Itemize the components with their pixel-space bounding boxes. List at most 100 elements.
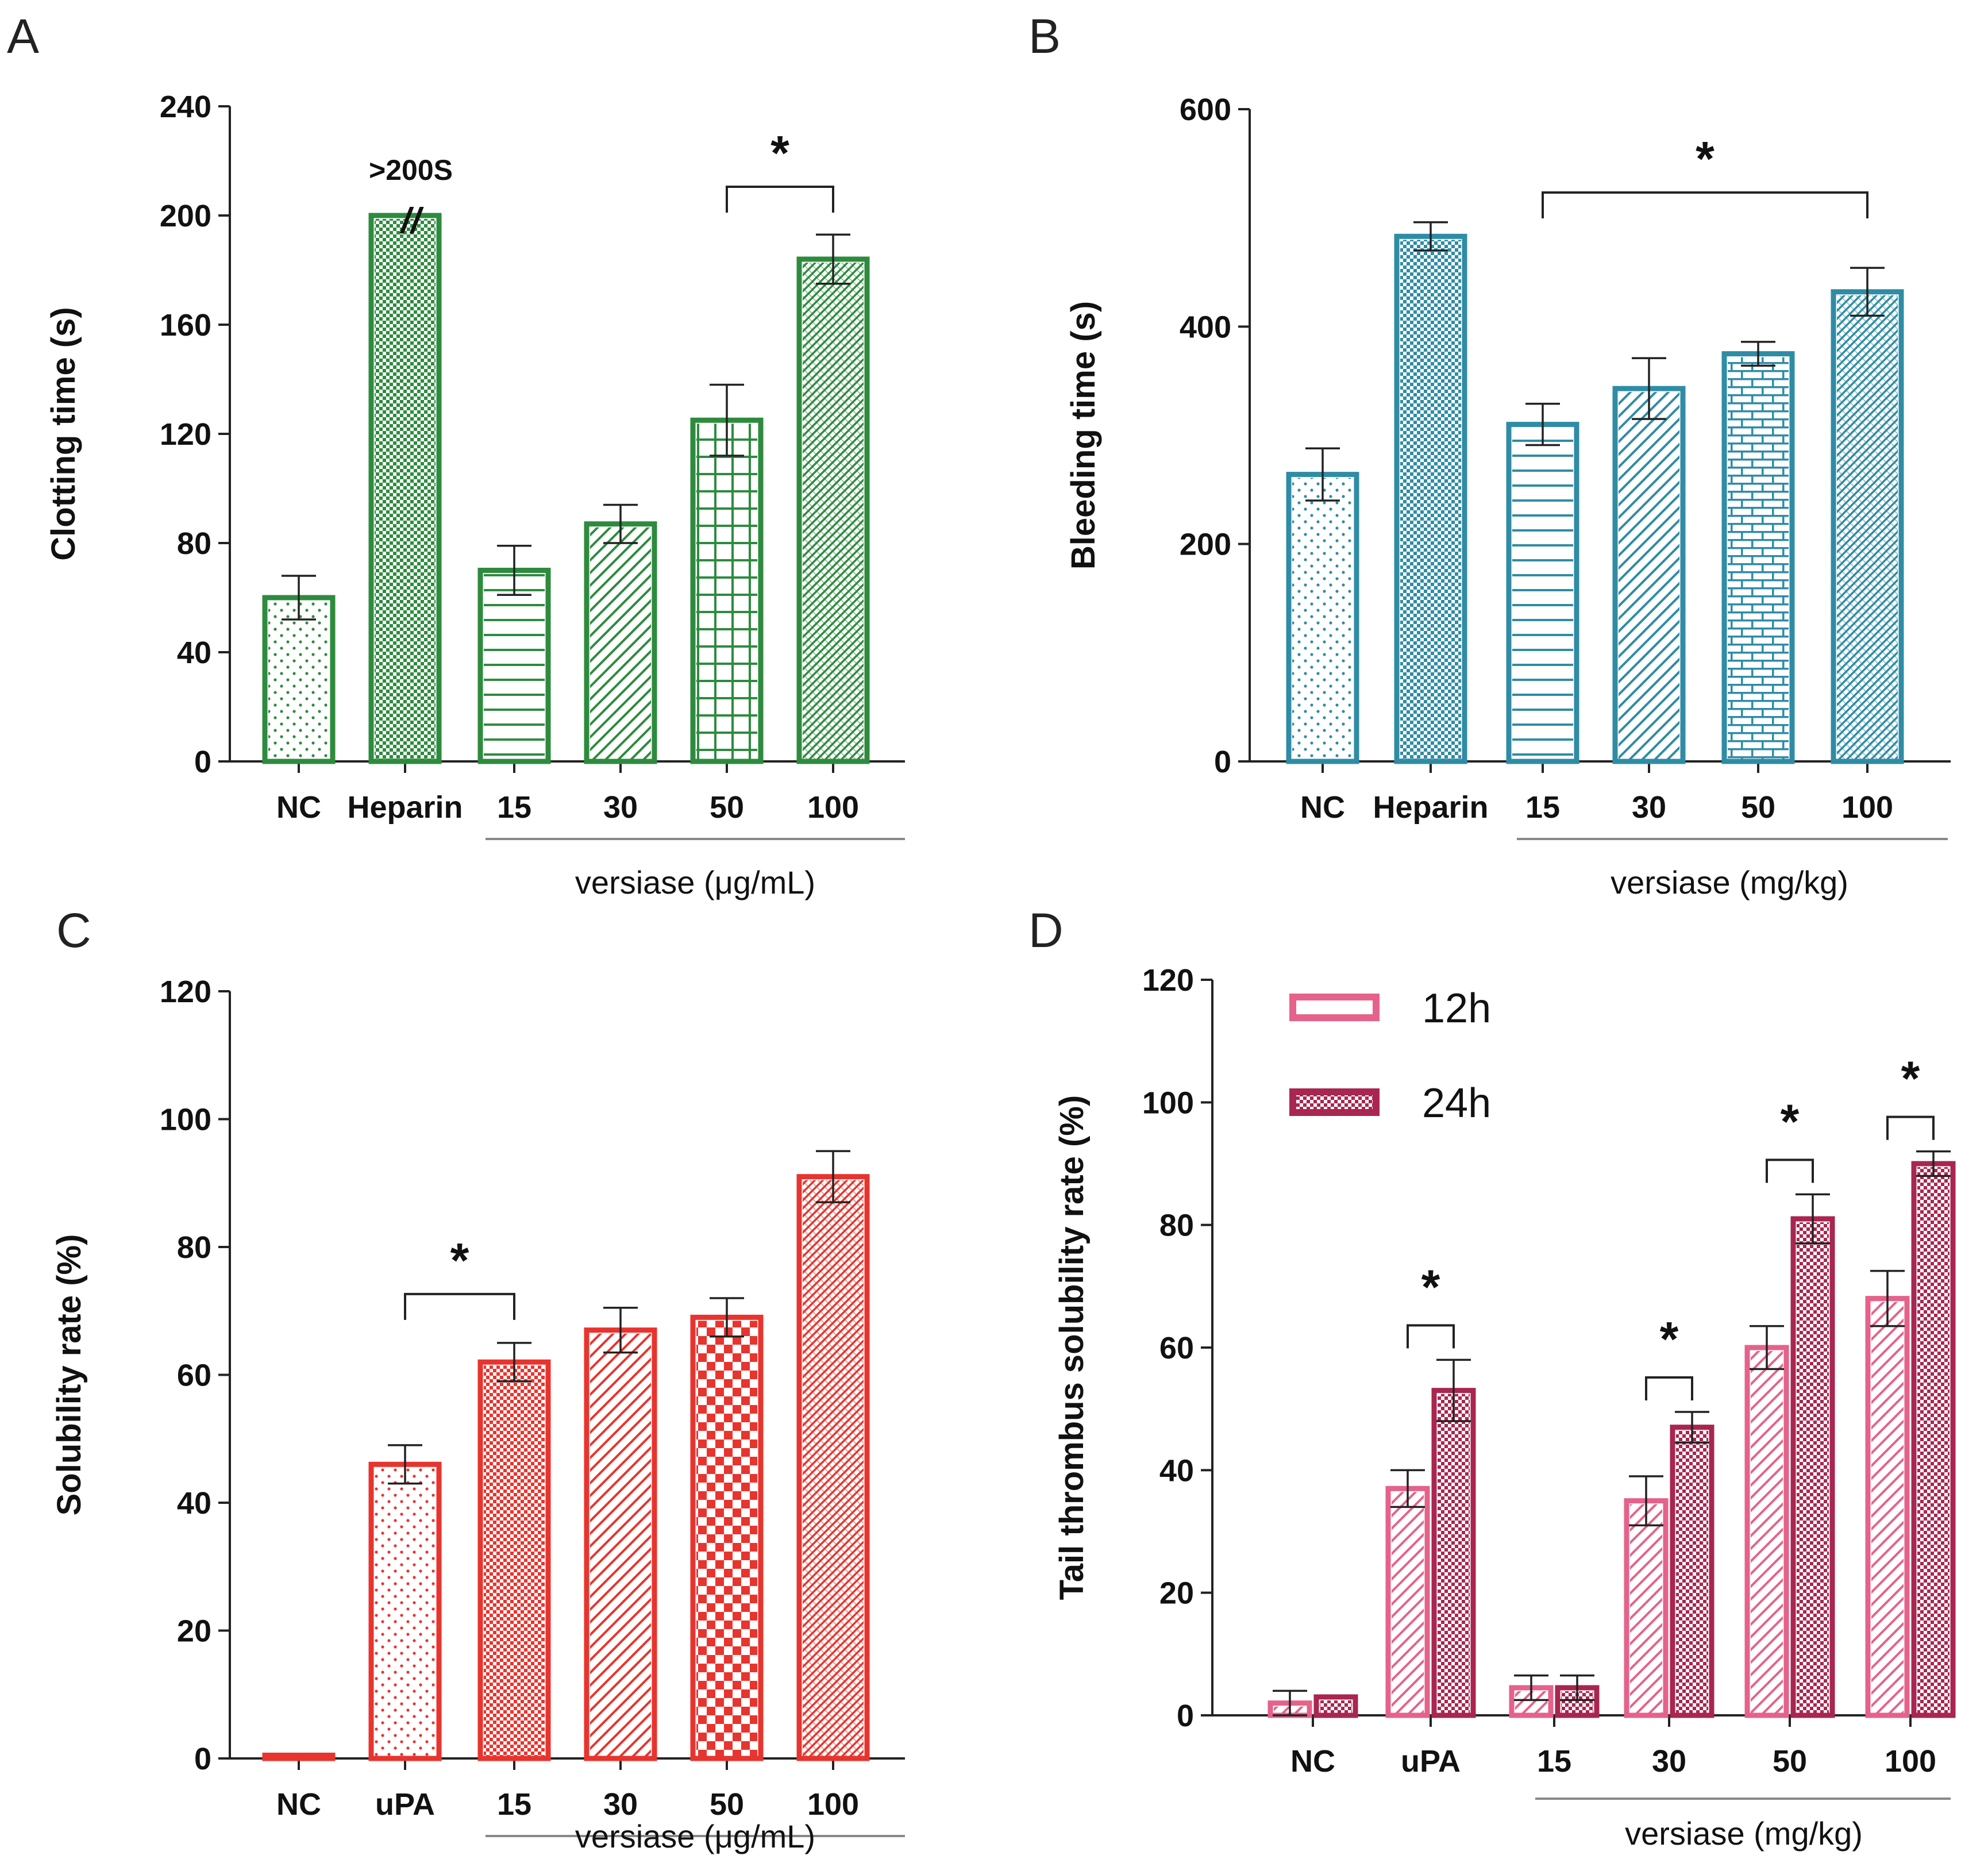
y-tick-label: 0 [1177, 1699, 1194, 1733]
group-label: versiase (mg/kg) [1625, 1815, 1863, 1852]
legend-swatch-12h [1289, 994, 1380, 1021]
y-tick-label: 80 [177, 526, 211, 561]
y-tick-label: 0 [194, 745, 211, 779]
bar-NC [262, 1752, 336, 1761]
y-tick-label: 120 [160, 417, 211, 452]
legend-swatch-24h [1289, 1088, 1380, 1116]
bar-fill [696, 1321, 757, 1756]
bar-fill [1871, 1302, 1904, 1713]
y-tick-label: 40 [177, 1486, 211, 1521]
x-tick-label: NC [276, 1787, 321, 1822]
bar-fill [1728, 357, 1789, 759]
y-tick-label: 100 [1142, 1086, 1194, 1120]
y-tick-label: 160 [160, 308, 211, 342]
y-tick-label: 20 [177, 1614, 211, 1649]
y-axis-title: Bleeding time (s) [1065, 301, 1102, 569]
significance-star: * [770, 126, 789, 180]
bar-fill [1797, 1222, 1829, 1713]
bar-fill [375, 219, 436, 759]
legend-label-12h: 12h [1422, 986, 1491, 1032]
y-tick-label: 60 [1159, 1331, 1194, 1365]
x-tick-label: NC [1300, 790, 1345, 825]
bar-fill [1917, 1167, 1950, 1713]
x-tick-label: NC [1290, 1744, 1335, 1779]
significance-bracket [1407, 1324, 1455, 1349]
y-tick-label: 240 [160, 90, 211, 124]
y-tick-label: 120 [1142, 963, 1194, 998]
y-axis-title: Solubility rate (%) [51, 1234, 88, 1516]
x-tick-label: 15 [497, 790, 531, 825]
bar-fill [803, 1180, 864, 1756]
x-tick-label: Heparin [347, 790, 463, 825]
panel-label-d: D [1028, 903, 1064, 957]
bar-fill [590, 527, 651, 759]
panel-a-chart: 0 40 80 120 160 200 240 Clotting time (s) NC Hepa… [45, 90, 905, 900]
bar-fill [375, 1468, 436, 1756]
bar-fill [268, 601, 329, 759]
bar-fill [1320, 1700, 1352, 1713]
x-tick-label: 30 [1632, 790, 1666, 825]
legend-label-24h: 24h [1422, 1080, 1491, 1126]
x-tick-label: uPA [375, 1787, 435, 1822]
y-tick-label: 600 [1180, 93, 1231, 127]
x-tick-label: Heparin [1373, 790, 1488, 825]
y-tick-label: 20 [1159, 1576, 1194, 1611]
x-tick-label: NC [276, 790, 321, 825]
bar-fill [803, 263, 864, 759]
y-tick-label: 200 [1180, 528, 1231, 562]
panel-d-chart: 0 20 40 60 80 100 120 Tail thrombus solubility … [1053, 963, 1956, 1852]
y-tick-label: 60 [177, 1358, 211, 1393]
significance-star: * [1660, 1312, 1679, 1366]
x-tick-label: 100 [807, 1787, 859, 1822]
significance-bracket [1645, 1376, 1693, 1400]
panel-c-chart: 0 20 40 60 80 100 120 Solubility rate (%) NC uPA 1… [51, 975, 905, 1854]
panel-b-chart: 0 200 400 600 Bleeding time (s) NC Heparin 15 30… [1065, 93, 1951, 900]
y-tick-label: 40 [177, 636, 211, 670]
x-tick-label: 50 [1741, 790, 1775, 825]
panel-label-a: A [7, 9, 39, 63]
x-tick-label: 15 [497, 1787, 531, 1822]
panel-label-c: C [56, 903, 91, 957]
bar-fill [1630, 1504, 1662, 1713]
x-tick-label: 15 [1537, 1744, 1571, 1779]
y-tick-label: 0 [194, 1742, 211, 1776]
bar-fill [1392, 1492, 1424, 1713]
significance-bracket [1542, 191, 1868, 218]
y-tick-label: 80 [1159, 1208, 1194, 1243]
significance-star: * [1421, 1260, 1440, 1314]
panel-label-b: B [1028, 9, 1061, 63]
y-tick-label: 0 [1214, 745, 1231, 779]
y-tick-label: 200 [160, 199, 211, 233]
x-tick-label: 15 [1525, 790, 1560, 825]
y-tick-label: 100 [160, 1103, 211, 1137]
bar-fill [484, 1365, 545, 1756]
x-tick-label: 100 [807, 790, 859, 825]
significance-star: * [450, 1233, 469, 1287]
x-tick-label: 30 [603, 790, 638, 825]
y-tick-label: 120 [160, 975, 211, 1009]
x-tick-label: 100 [1885, 1744, 1936, 1779]
group-label: versiase (mg/kg) [1611, 864, 1848, 900]
significance-bracket [404, 1292, 515, 1320]
y-tick-label: 400 [1180, 310, 1231, 344]
significance-bracket [1886, 1115, 1935, 1140]
x-tick-label: 50 [1773, 1744, 1807, 1779]
bar-fill [590, 1333, 651, 1756]
bar-fill [1751, 1351, 1783, 1713]
x-tick-label: 50 [710, 1787, 744, 1822]
x-tick-label: 100 [1841, 790, 1893, 825]
bar-fill [484, 574, 545, 759]
y-tick-label: 40 [1159, 1453, 1194, 1488]
bar-fill [696, 424, 757, 759]
group-label: versiase (μg/mL) [575, 1818, 815, 1854]
axis-break-mark: // [399, 201, 424, 241]
y-axis-title: Tail thrombus solubility rate (%) [1053, 1095, 1091, 1600]
bar-fill [1438, 1394, 1470, 1713]
bar-fill [1619, 392, 1679, 759]
group-label: versiase (μg/mL) [575, 864, 815, 900]
bar-annotation: >200S [369, 154, 453, 186]
significance-bracket [726, 186, 834, 213]
y-tick-label: 80 [177, 1230, 211, 1265]
